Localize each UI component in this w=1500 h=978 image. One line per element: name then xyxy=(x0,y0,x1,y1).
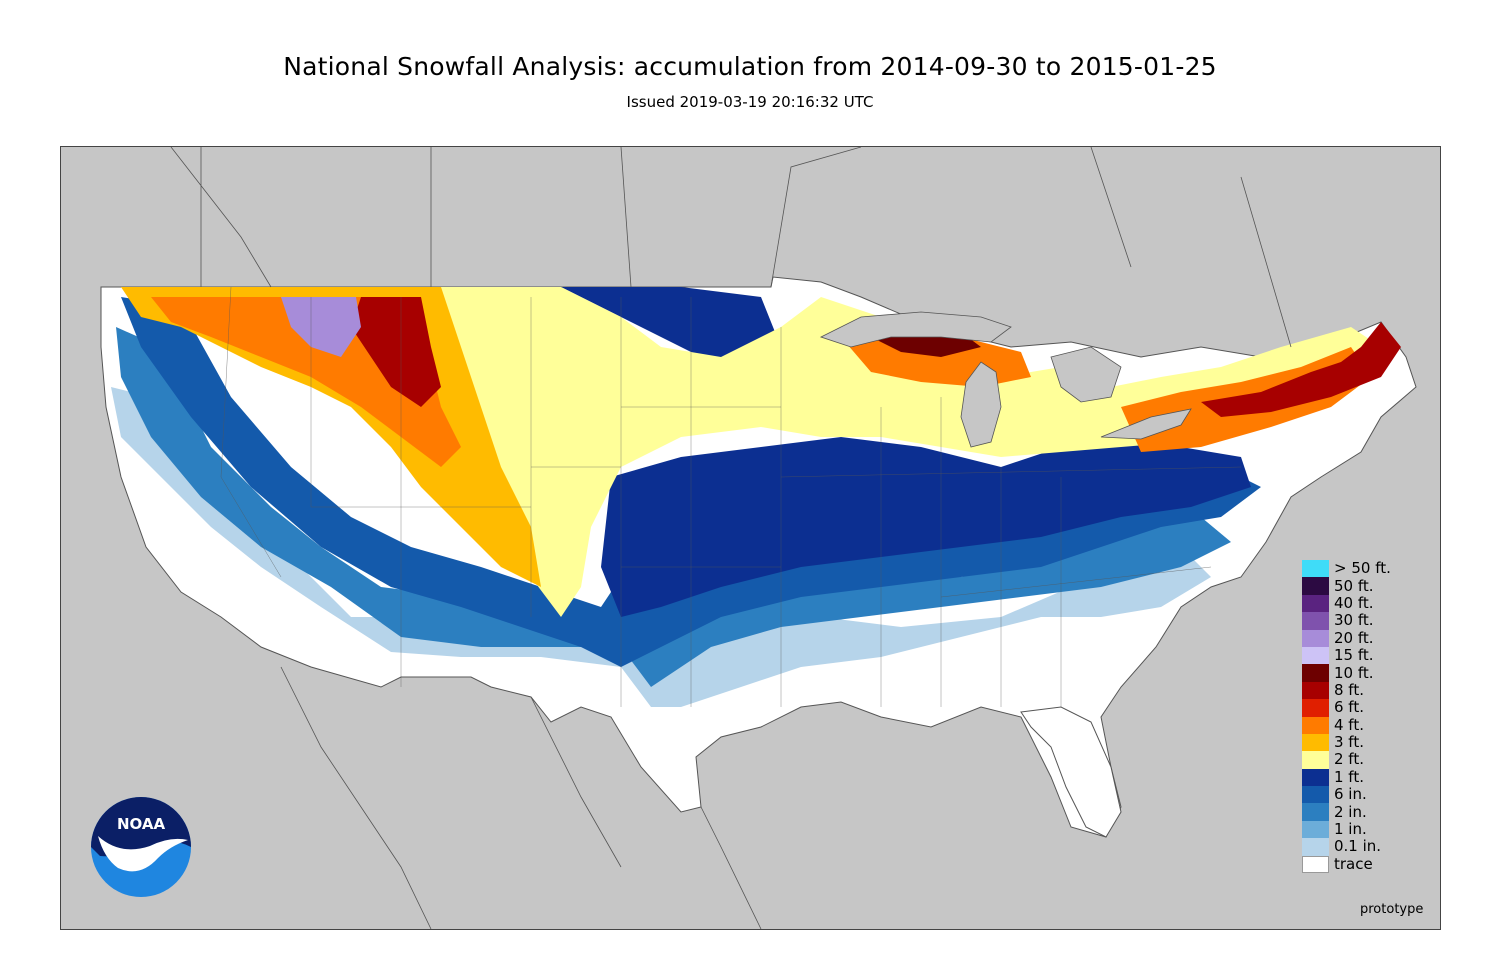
legend-item: trace xyxy=(1302,854,1422,874)
legend-item: 3 ft. xyxy=(1302,733,1422,752)
legend-swatch xyxy=(1302,577,1329,595)
legend-label: 1 in. xyxy=(1334,820,1367,839)
legend-label: 8 ft. xyxy=(1334,680,1364,699)
legend-swatch xyxy=(1302,594,1329,613)
legend-swatch xyxy=(1302,560,1329,578)
legend-item: 0.1 in. xyxy=(1302,837,1422,856)
legend-item: 1 ft. xyxy=(1302,767,1422,787)
legend-swatch xyxy=(1302,751,1329,769)
band-2in xyxy=(116,327,1231,687)
legend-label: 6 in. xyxy=(1334,785,1367,804)
legend-label: 30 ft. xyxy=(1334,611,1374,630)
prototype-label: prototype xyxy=(1360,902,1424,917)
legend-swatch xyxy=(1302,803,1329,821)
band-01in xyxy=(111,387,1211,707)
legend-swatch xyxy=(1302,681,1329,700)
legend-swatch xyxy=(1302,699,1329,717)
legend-swatch xyxy=(1302,612,1329,630)
legend-label: 0.1 in. xyxy=(1334,837,1382,856)
snowfall-map xyxy=(60,146,1441,930)
map-svg xyxy=(100,147,1417,929)
legend-label: 3 ft. xyxy=(1334,733,1364,752)
legend-swatch xyxy=(1302,664,1329,682)
band-3ft-west xyxy=(121,287,541,587)
border-lines xyxy=(170,147,1292,929)
legend-item: 15 ft. xyxy=(1302,646,1422,665)
legend-swatch xyxy=(1302,716,1329,734)
band-6in xyxy=(121,297,1261,667)
band-1ft xyxy=(601,437,1251,617)
lake-huron xyxy=(1050,346,1122,403)
legend-swatch xyxy=(1302,629,1329,647)
lake-superior xyxy=(819,311,1012,348)
legend-item: 4 ft. xyxy=(1302,715,1422,734)
legend-swatch xyxy=(1302,646,1329,665)
legend-item: 6 in. xyxy=(1302,785,1422,804)
florida xyxy=(1020,706,1122,838)
legend-item: > 50 ft. xyxy=(1302,559,1422,578)
noaa-logo-text: NOAA xyxy=(117,815,166,833)
state-lines xyxy=(220,286,1242,707)
band-6ft-northeast xyxy=(1201,322,1401,417)
legend-label: 4 ft. xyxy=(1334,715,1364,734)
legend-item: 1 in. xyxy=(1302,820,1422,839)
legend-swatch xyxy=(1302,838,1329,856)
legend-label: 1 ft. xyxy=(1334,767,1364,786)
legend-label: 10 ft. xyxy=(1334,663,1374,682)
color-legend: > 50 ft. 50 ft. 40 ft. 30 ft. 20 ft. 15 ft. 10… xyxy=(1302,559,1422,874)
band-2ft xyxy=(441,287,1381,617)
lake-erie xyxy=(1100,408,1192,440)
legend-item: 2 ft. xyxy=(1302,750,1422,769)
noaa-logo: NOAA xyxy=(90,796,192,898)
legend-item: 10 ft. xyxy=(1302,663,1422,682)
legend-item: 6 ft. xyxy=(1302,698,1422,717)
lake-michigan xyxy=(960,361,1002,448)
legend-label: 6 ft. xyxy=(1334,698,1364,717)
noaa-logo-icon: NOAA xyxy=(91,797,191,897)
legend-item: 30 ft. xyxy=(1302,611,1422,630)
legend-item: 2 in. xyxy=(1302,802,1422,821)
band-6ft-rockies xyxy=(351,297,441,407)
legend-swatch xyxy=(1302,786,1329,804)
legend-swatch xyxy=(1302,768,1329,787)
legend-label: trace xyxy=(1334,854,1373,873)
legend-item: 8 ft. xyxy=(1302,680,1422,700)
legend-swatch xyxy=(1302,820,1329,839)
legend-swatch xyxy=(1302,855,1329,874)
band-15ft-rockies xyxy=(281,297,361,357)
issued-timestamp: Issued 2019-03-19 20:16:32 UTC xyxy=(626,93,874,111)
legend-label: 20 ft. xyxy=(1334,628,1374,647)
legend-item: 50 ft. xyxy=(1302,576,1422,595)
map-title: National Snowfall Analysis: accumulation… xyxy=(283,52,1217,81)
band-1ft-north xyxy=(561,287,781,362)
legend-swatch xyxy=(1302,733,1329,752)
legend-label: 2 ft. xyxy=(1334,750,1364,769)
legend-item: 20 ft. xyxy=(1302,628,1422,647)
legend-label: 15 ft. xyxy=(1334,646,1374,665)
legend-label: 2 in. xyxy=(1334,802,1367,821)
legend-label: 50 ft. xyxy=(1334,576,1374,595)
legend-label: > 50 ft. xyxy=(1334,559,1391,578)
legend-label: 40 ft. xyxy=(1334,593,1374,612)
legend-item: 40 ft. xyxy=(1302,593,1422,613)
